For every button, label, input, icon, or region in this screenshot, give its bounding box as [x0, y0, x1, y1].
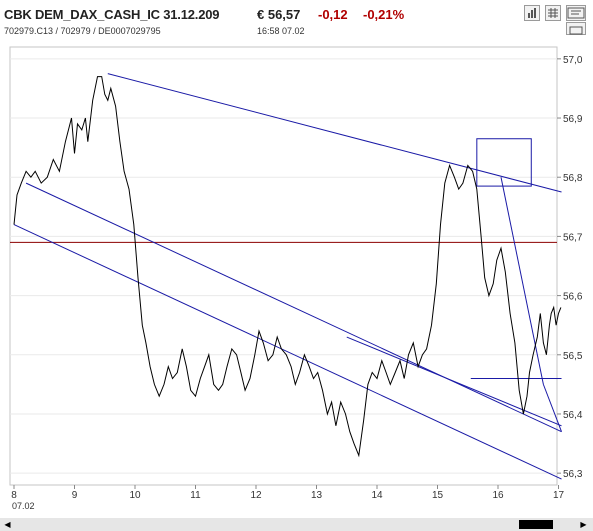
instrument-title: CBK DEM_DAX_CASH_IC 31.12.209: [4, 7, 220, 22]
x-axis: 8 9 10 11 12 13 14 15 16 17 07.02: [11, 485, 564, 511]
export-icon[interactable]: [566, 5, 586, 21]
x-tick-label: 14: [371, 490, 383, 501]
scroll-right-arrow-icon[interactable]: ▶: [580, 520, 587, 529]
bar-chart-icon[interactable]: [524, 5, 540, 21]
plot-area: [9, 46, 558, 486]
quote-timestamp: 16:58 07.02: [257, 26, 305, 36]
trend-line: [107, 73, 562, 193]
instrument-ids: 702979.C13 / 702979 / DE0007029795: [4, 26, 161, 36]
grid-icon[interactable]: [545, 5, 561, 21]
y-tick-label: 56,4: [563, 410, 583, 421]
price-line: [13, 76, 562, 458]
y-tick-label: 56,7: [563, 232, 583, 243]
resize-icon[interactable]: [566, 22, 586, 35]
x-tick-label: 11: [190, 490, 201, 501]
x-tick-label: 8: [11, 490, 17, 501]
quote-header: CBK DEM_DAX_CASH_IC 31.12.209 € 56,57 -0…: [0, 0, 593, 40]
y-axis: 57,0 56,9 56,8 56,7 56,6 56,5 56,4 56,3: [557, 55, 583, 480]
trend-line: [500, 177, 544, 385]
y-tick-label: 57,0: [563, 55, 583, 66]
scroll-thumb[interactable]: [519, 520, 553, 529]
grid: [10, 58, 557, 474]
y-tick-label: 56,3: [563, 469, 583, 480]
series-line: [13, 76, 562, 458]
trend-line: [542, 384, 562, 432]
last-price: € 56,57: [257, 7, 301, 22]
horizontal-scrollbar[interactable]: ◀ ▶: [0, 518, 593, 531]
scroll-left-arrow-icon[interactable]: ◀: [4, 520, 11, 529]
trend-line: [346, 336, 562, 427]
price-change-percent: -0,21%: [363, 7, 405, 22]
x-tick-label: 13: [311, 490, 323, 501]
x-tick-label: 9: [72, 490, 78, 501]
x-tick-label: 12: [250, 490, 262, 501]
x-tick-label: 15: [432, 490, 444, 501]
trend-lines: [13, 73, 562, 480]
x-tick-label: 10: [129, 490, 141, 501]
x-tick-label: 16: [492, 490, 504, 501]
highlight-box: [476, 138, 532, 187]
y-tick-label: 56,5: [563, 351, 583, 362]
y-tick-label: 56,8: [563, 173, 583, 184]
price-change: -0,12: [318, 7, 348, 22]
y-tick-label: 56,6: [563, 292, 583, 303]
x-date-label: 07.02: [12, 501, 35, 511]
x-tick-label: 17: [553, 490, 565, 501]
price-chart: 57,0 56,9 56,8 56,7 56,6 56,5 56,4 56,3 8 9 10 11 1…: [9, 46, 583, 511]
y-tick-label: 56,9: [563, 114, 583, 125]
trend-line: [13, 224, 562, 480]
trend-line: [25, 182, 562, 433]
